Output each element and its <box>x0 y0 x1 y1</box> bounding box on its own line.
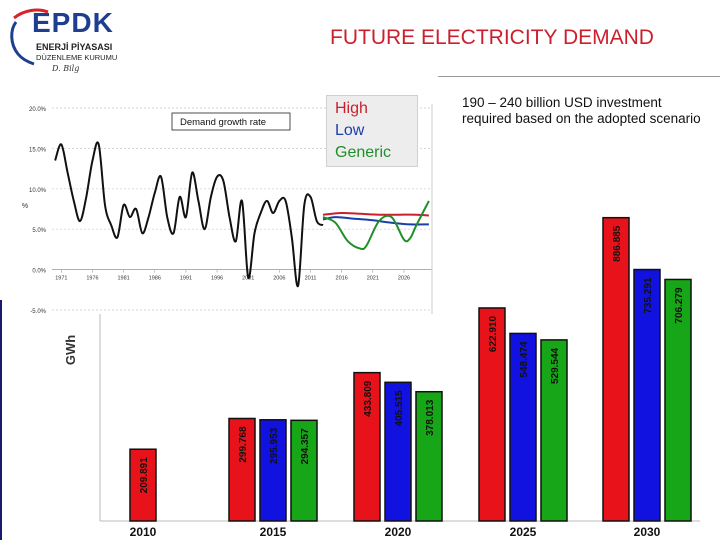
line-y-axis-label: % <box>22 203 28 210</box>
x-tick-label: 2021 <box>367 276 379 282</box>
x-tick-label: 2011 <box>305 276 317 282</box>
x-tick-label: 2006 <box>273 276 285 282</box>
x-tick-label: 1986 <box>149 276 161 282</box>
bar-value-label: 735.291 <box>643 277 654 314</box>
y-tick-label: 10.0% <box>29 188 47 194</box>
logo-signature: D. Bilg <box>51 64 79 73</box>
logo-line2: DÜZENLEME KURUMU <box>36 53 117 62</box>
investment-note: 190 – 240 billion USD investment require… <box>462 95 701 126</box>
x-tick-label: 1996 <box>211 276 223 282</box>
bar-value-label: 706.279 <box>674 287 685 324</box>
bar-low-2030 <box>633 268 661 522</box>
bar-value-label: 548.474 <box>519 341 530 378</box>
y-tick-label: -5.0% <box>30 309 46 315</box>
bar-high-2020 <box>353 371 381 522</box>
bar-value-label: 433.809 <box>363 380 374 417</box>
x-tick-label: 2026 <box>398 276 410 282</box>
bar-high-2010 <box>129 448 157 522</box>
logo-main-text: EPDK <box>32 7 114 38</box>
x-tick-label: 1991 <box>180 276 192 282</box>
bar-value-label: 622.910 <box>488 316 499 353</box>
x-tick-label: 2025 <box>510 525 537 539</box>
y-tick-label: 0.0% <box>32 269 46 275</box>
logo-swoosh-icon <box>10 8 49 66</box>
bar-value-label: 378.013 <box>425 399 436 436</box>
scenario-line-high <box>322 211 429 217</box>
legend-item-low: Low <box>335 122 365 139</box>
y-tick-label: 5.0% <box>32 228 46 234</box>
bar-value-label: 405.515 <box>394 390 405 427</box>
x-tick-label: 2030 <box>634 525 661 539</box>
bar-value-label: 209.891 <box>139 457 150 494</box>
legend-item-high: High <box>335 100 368 117</box>
bar-low-2015 <box>259 419 287 522</box>
title-divider <box>438 76 720 77</box>
bar-generic-2020 <box>415 390 443 522</box>
bar-generic-2015 <box>290 419 318 522</box>
bar-value-label: 886.885 <box>612 225 623 262</box>
bar-high-2015 <box>228 417 256 522</box>
logo-line1: ENERJİ PİYASASI <box>36 42 112 52</box>
scenario-line-low <box>322 216 429 226</box>
x-tick-label: 1981 <box>118 276 130 282</box>
y-tick-label: 20.0% <box>29 107 47 113</box>
growth-rate-title: Demand growth rate <box>180 117 266 128</box>
bar-value-label: 294.357 <box>300 428 311 465</box>
bar-value-label: 529.544 <box>550 347 561 384</box>
bar-high-2030 <box>602 216 630 522</box>
bar-value-label: 299.768 <box>238 426 249 463</box>
x-tick-label: 2010 <box>130 525 157 539</box>
y-tick-label: 15.0% <box>29 147 47 153</box>
x-tick-label: 2016 <box>336 276 348 282</box>
history-growth-line <box>54 141 324 287</box>
x-tick-label: 1976 <box>86 276 98 282</box>
growth-rate-title-box <box>171 112 291 131</box>
x-tick-label: 2015 <box>260 525 287 539</box>
bar-low-2020 <box>384 381 412 522</box>
scenario-line-generic <box>322 200 430 251</box>
bar-generic-2030 <box>664 278 692 522</box>
bar-high-2025 <box>478 307 506 522</box>
left-accent-bar <box>0 300 2 540</box>
epdk-logo: EPDK ENERJİ PİYASASI DÜZENLEME KURUMU D.… <box>10 7 117 73</box>
bar-generic-2025 <box>540 339 568 522</box>
x-tick-label: 1971 <box>55 276 67 282</box>
scenario-legend: High Low Generic <box>326 95 418 167</box>
x-tick-label: 2020 <box>385 525 412 539</box>
bar-value-label: 295.953 <box>269 427 280 464</box>
slide-title: FUTURE ELECTRICITY DEMAND <box>330 26 654 49</box>
legend-item-generic: Generic <box>335 144 392 161</box>
bar-low-2025 <box>509 332 537 522</box>
y-axis-label: GWh <box>63 335 78 365</box>
